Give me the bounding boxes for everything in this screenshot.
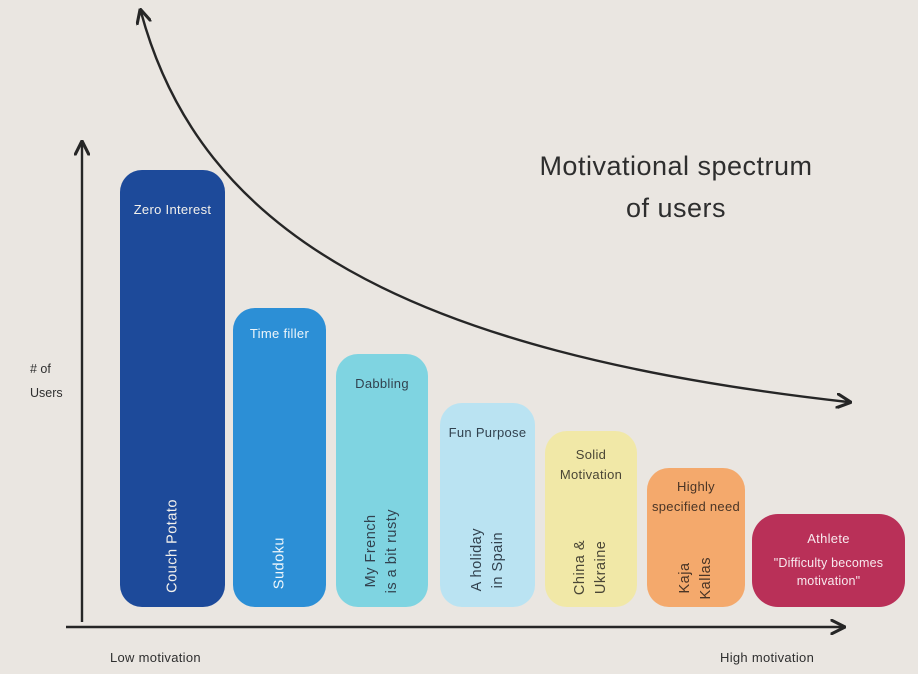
- bar-body-label: My French is a bit rusty: [362, 508, 400, 593]
- bar-sudoku: Time filler Sudoku: [233, 308, 326, 607]
- y-axis-label: # of Users: [30, 362, 63, 400]
- bar-top-label: Dabbling: [355, 376, 409, 391]
- bar-top-label: Solid Motivation: [559, 447, 623, 482]
- bar-top-label: Zero Interest: [133, 202, 212, 217]
- bar-athlete: Athlete "Difficulty becomes motivation": [752, 514, 905, 607]
- bar-top-label: Time filler: [249, 326, 310, 341]
- bar-china-ukraine: Solid Motivation China & Ukraine: [545, 431, 637, 607]
- x-axis-label-high: High motivation: [720, 650, 815, 665]
- bar-body-label: Couch Potato: [163, 499, 180, 593]
- bar-top-label: Athlete: [807, 531, 850, 546]
- bar-body-label: A holiday in Spain: [468, 527, 506, 591]
- bar-top-label: Fun Purpose: [448, 425, 527, 440]
- bar-body-label: Kaja Kallas: [676, 556, 714, 600]
- chart-title: Motivational spectrum of users: [539, 151, 813, 223]
- x-axis-label-low: Low motivation: [110, 650, 201, 665]
- bar-my-french-rusty: Dabbling My French is a bit rusty: [336, 354, 428, 607]
- bar-body-label: "Difficulty becomes motivation": [773, 555, 884, 589]
- bar-body-label: China & Ukraine: [571, 539, 609, 595]
- bar-couch-potato: Zero Interest Couch Potato: [120, 170, 225, 607]
- bar-body-label: Sudoku: [270, 536, 287, 589]
- bar-top-label: Highly specified need: [651, 479, 741, 514]
- trend-curve: [141, 12, 848, 402]
- bar-kaja-kallas: Highly specified need Kaja Kallas: [647, 468, 745, 607]
- bar-holiday-in-spain: Fun Purpose A holiday in Spain: [440, 403, 535, 607]
